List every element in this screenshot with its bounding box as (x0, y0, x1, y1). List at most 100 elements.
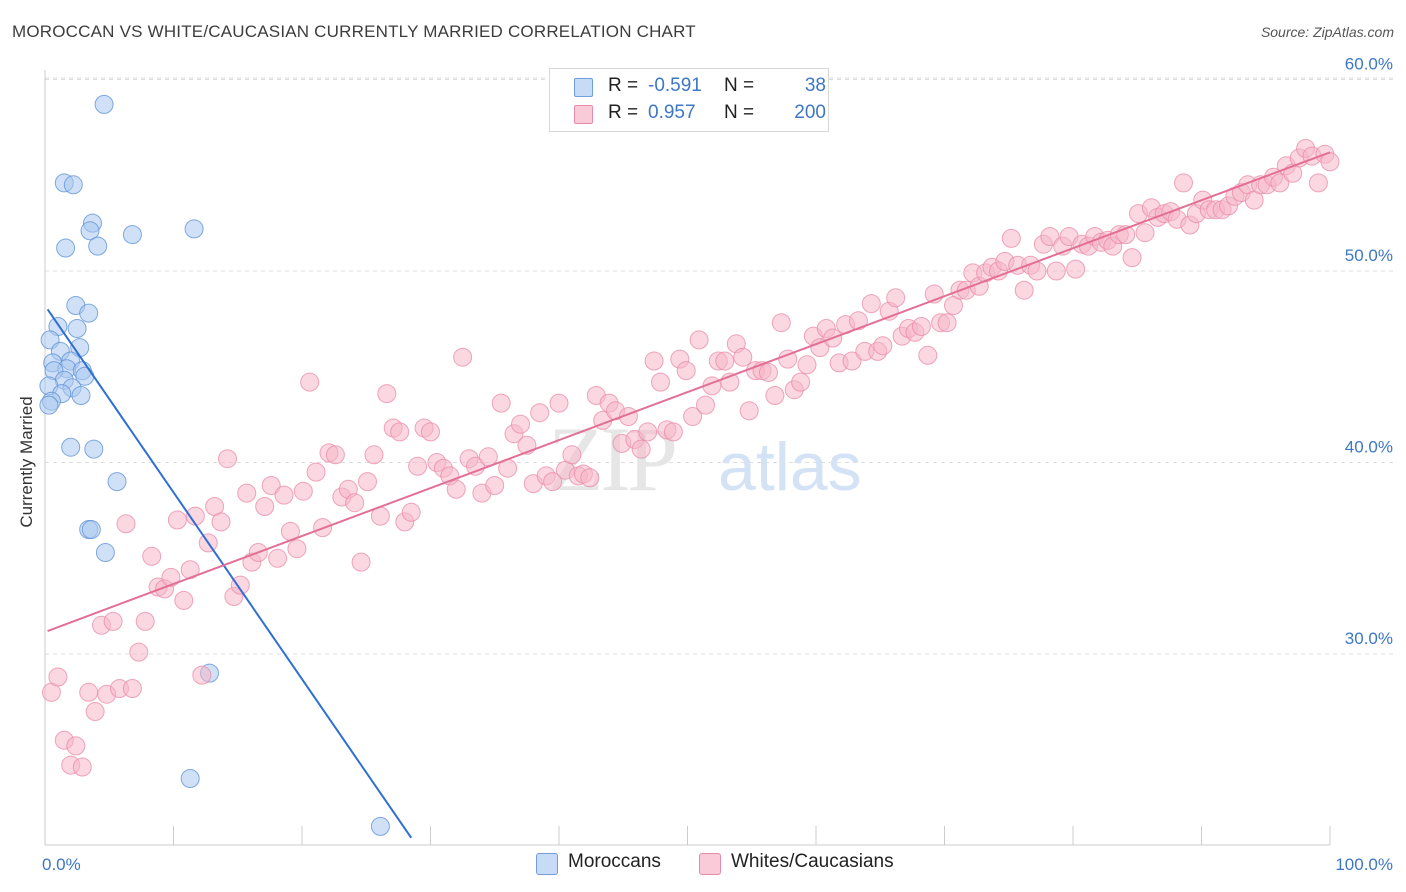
data-point (88, 236, 108, 256)
data-point (797, 355, 817, 375)
y-tick-label: 50.0% (1345, 246, 1393, 265)
data-point (94, 94, 114, 114)
trend-line-whites (47, 151, 1331, 632)
data-point (511, 414, 530, 434)
data-point (377, 384, 397, 404)
data-point (530, 403, 550, 423)
x-tick-label: 0.0% (42, 855, 81, 874)
data-point (549, 393, 569, 413)
data-point (733, 347, 753, 367)
data-point (167, 510, 187, 530)
data-point (184, 219, 204, 239)
data-point (1046, 261, 1066, 281)
data-point (174, 590, 194, 610)
data-point (696, 395, 715, 415)
data-point (370, 816, 390, 836)
legend-n-value: 38 (804, 75, 826, 96)
data-point (345, 493, 365, 513)
bottom-legend-swatch-moroccans (536, 853, 558, 875)
series-whites (41, 138, 1340, 777)
data-point (325, 445, 345, 465)
data-point (56, 238, 76, 258)
data-point (638, 422, 658, 442)
data-point (911, 317, 931, 336)
data-point (842, 351, 862, 371)
data-point (261, 476, 281, 495)
data-point (491, 393, 511, 413)
data-point (351, 552, 371, 572)
data-point (886, 288, 906, 308)
data-point (66, 736, 86, 756)
data-point (103, 611, 123, 631)
data-point (268, 548, 288, 568)
data-point (1001, 228, 1021, 248)
data-point (230, 575, 250, 595)
data-point (1040, 227, 1060, 246)
data-point (300, 372, 320, 392)
data-point (67, 319, 87, 338)
data-point (689, 330, 709, 350)
data-point (161, 567, 181, 587)
data-point (861, 294, 881, 314)
data-point (364, 445, 384, 465)
data-point (306, 462, 326, 482)
data-point (85, 702, 105, 721)
data-point (631, 439, 651, 459)
x-tick-label: 100.0% (1335, 855, 1393, 874)
data-points (39, 94, 1340, 836)
watermark-atlas: atlas (718, 429, 862, 505)
data-point (771, 313, 791, 333)
data-point (683, 407, 703, 426)
data-point (142, 546, 162, 566)
legend-swatch-whites (574, 105, 593, 124)
data-point (848, 311, 868, 331)
data-point (1014, 280, 1034, 300)
data-point (644, 351, 664, 371)
chart-title: MOROCCAN VS WHITE/CAUCASIAN CURRENTLY MA… (12, 22, 696, 41)
y-tick-label: 30.0% (1345, 629, 1393, 648)
bottom-legend-label-moroccans: Moroccans (568, 851, 661, 872)
data-point (255, 497, 275, 516)
data-point (466, 456, 485, 476)
data-point (937, 313, 957, 333)
data-point (116, 514, 136, 534)
data-point (211, 512, 231, 532)
data-point (485, 476, 505, 495)
data-point (71, 386, 91, 405)
data-point (1135, 223, 1155, 243)
data-point (873, 336, 893, 356)
axes (44, 70, 1331, 846)
data-point (135, 611, 155, 631)
data-point (61, 437, 81, 457)
data-point (390, 422, 410, 442)
data-point (192, 665, 212, 685)
data-point (715, 351, 735, 371)
data-point (48, 667, 68, 687)
data-point (122, 679, 142, 698)
trend-line-moroccans (46, 308, 413, 839)
data-point (129, 642, 149, 662)
legend: R = -0.591 N = 38 R = 0.957 N = 200 (549, 68, 829, 132)
y-tick-label: 60.0% (1345, 55, 1393, 74)
y-tick-label: 40.0% (1345, 438, 1393, 457)
data-point (293, 481, 313, 501)
source-label: Source: ZipAtlas.com (1260, 24, 1394, 40)
data-point (401, 502, 421, 522)
data-point (287, 539, 307, 559)
data-point (1308, 173, 1328, 193)
data-point (918, 345, 938, 365)
y-axis-label: Currently Married (17, 396, 36, 527)
data-point (218, 449, 237, 469)
data-point (1122, 248, 1142, 268)
data-point (759, 363, 778, 382)
data-point (676, 361, 696, 381)
data-point (562, 445, 582, 465)
bottom-legend-label-whites: Whites/Caucasians (731, 851, 894, 872)
data-point (446, 479, 466, 499)
data-point (651, 372, 670, 392)
data-point (39, 395, 59, 415)
legend-r-label: R = (608, 102, 639, 123)
data-point (81, 520, 101, 539)
data-point (274, 485, 294, 505)
data-point (421, 422, 440, 442)
